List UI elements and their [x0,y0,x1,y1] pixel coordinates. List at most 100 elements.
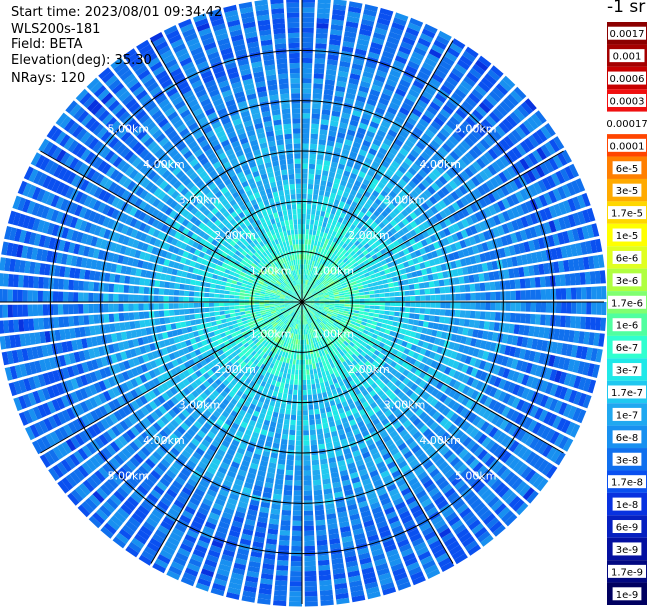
ppi-gate [353,290,360,294]
ppi-gate [334,582,348,590]
ppi-gate [452,251,460,260]
ppi-gate [417,471,428,481]
ppi-gate [322,422,329,429]
ppi-gate [501,198,511,209]
ppi-gate [365,253,372,259]
ppi-gate [248,321,254,326]
ppi-gate [498,378,507,390]
ppi-gate [396,351,403,358]
ppi-gate [434,495,446,506]
ppi-gate [285,313,290,318]
ppi-gate [289,310,294,315]
ppi-gate [189,474,201,483]
ppi-gate [345,358,352,365]
ppi-gate [408,202,417,211]
ppi-gate [333,255,338,261]
ppi-gate [302,294,305,300]
ppi-gate [552,233,560,246]
ppi-gate [364,157,373,165]
ppi-gate [389,430,399,439]
ppi-gate [373,350,381,356]
ppi-gate [273,595,287,602]
ppi-gate [296,354,300,360]
ppi-gate [289,586,302,592]
ppi-gate [304,324,307,330]
ppi-gate [293,495,302,501]
ppi-gate [292,323,295,329]
ppi-gate [345,330,351,336]
ppi-gate [533,182,543,195]
ppi-gate [331,284,337,289]
ppi-gate [226,470,237,479]
ppi-gate [428,243,436,252]
ppi-gate [174,416,183,425]
ppi-gate [475,105,488,117]
ppi-gate [177,547,191,558]
ppi-gate [506,166,517,178]
ppi-gate [311,234,316,241]
ppi-gate [257,317,263,322]
ppi-gate [293,307,298,312]
ppi-gate [313,306,319,309]
ppi-gate [339,158,347,166]
ppi-gate [523,241,531,253]
ppi-gate [549,431,560,445]
ppi-gate [523,417,533,430]
ppi-gate [417,256,424,263]
ppi-gate [572,196,582,210]
ppi-gate [340,280,346,285]
ppi-gate [357,127,367,135]
ppi-gate [281,329,286,335]
ppi-gate [232,335,239,341]
ppi-gate [305,308,308,314]
ppi-gate [122,405,131,416]
ppi-gate [366,386,374,393]
ppi-gate [363,519,375,528]
ppi-gate [204,559,218,568]
ppi-gate [274,580,288,586]
ppi-gate [308,168,315,175]
ppi-gate [331,404,337,412]
ppi-gate [272,322,278,328]
ppi-gate [568,389,578,404]
ppi-gate [382,362,390,370]
ppi-gate [335,501,346,508]
ppi-gate [445,511,458,523]
ppi-gate [353,325,360,330]
ppi-gate [353,273,360,278]
ppi-gate [336,284,342,289]
ppi-gate [340,255,347,261]
ppi-gate [328,368,334,375]
ppi-gate [336,347,342,353]
ppi-gate [302,354,305,360]
ppi-gate [247,367,254,374]
ppi-gate [303,445,310,451]
ppi-gate [353,246,360,253]
ppi-gate [308,296,314,300]
ppi-gate [405,27,420,37]
ppi-gate [489,177,500,189]
ppi-gate [418,118,429,128]
ppi-gate [407,135,418,145]
ppi-gate [389,211,397,219]
ppi-gate [422,321,429,328]
ppi-gate [208,393,217,402]
ppi-gate [554,274,561,287]
ppi-gate [316,268,321,274]
ppi-gate [322,165,330,172]
ppi-gate [149,537,163,549]
ppi-gate [309,153,317,160]
ppi-gate [117,408,127,419]
ppi-gate [335,450,343,457]
ppi-gate [49,431,61,445]
ppi-gate [311,309,316,314]
ppi-gate [509,312,516,323]
ppi-gate [483,167,493,179]
ppi-gate [302,364,306,370]
ppi-gate [371,221,378,229]
ppi-gate [412,145,423,155]
ppi-gate [444,386,453,396]
ppi-gate [393,224,402,232]
ppi-gate [409,17,424,28]
ppi-gate [295,323,298,330]
